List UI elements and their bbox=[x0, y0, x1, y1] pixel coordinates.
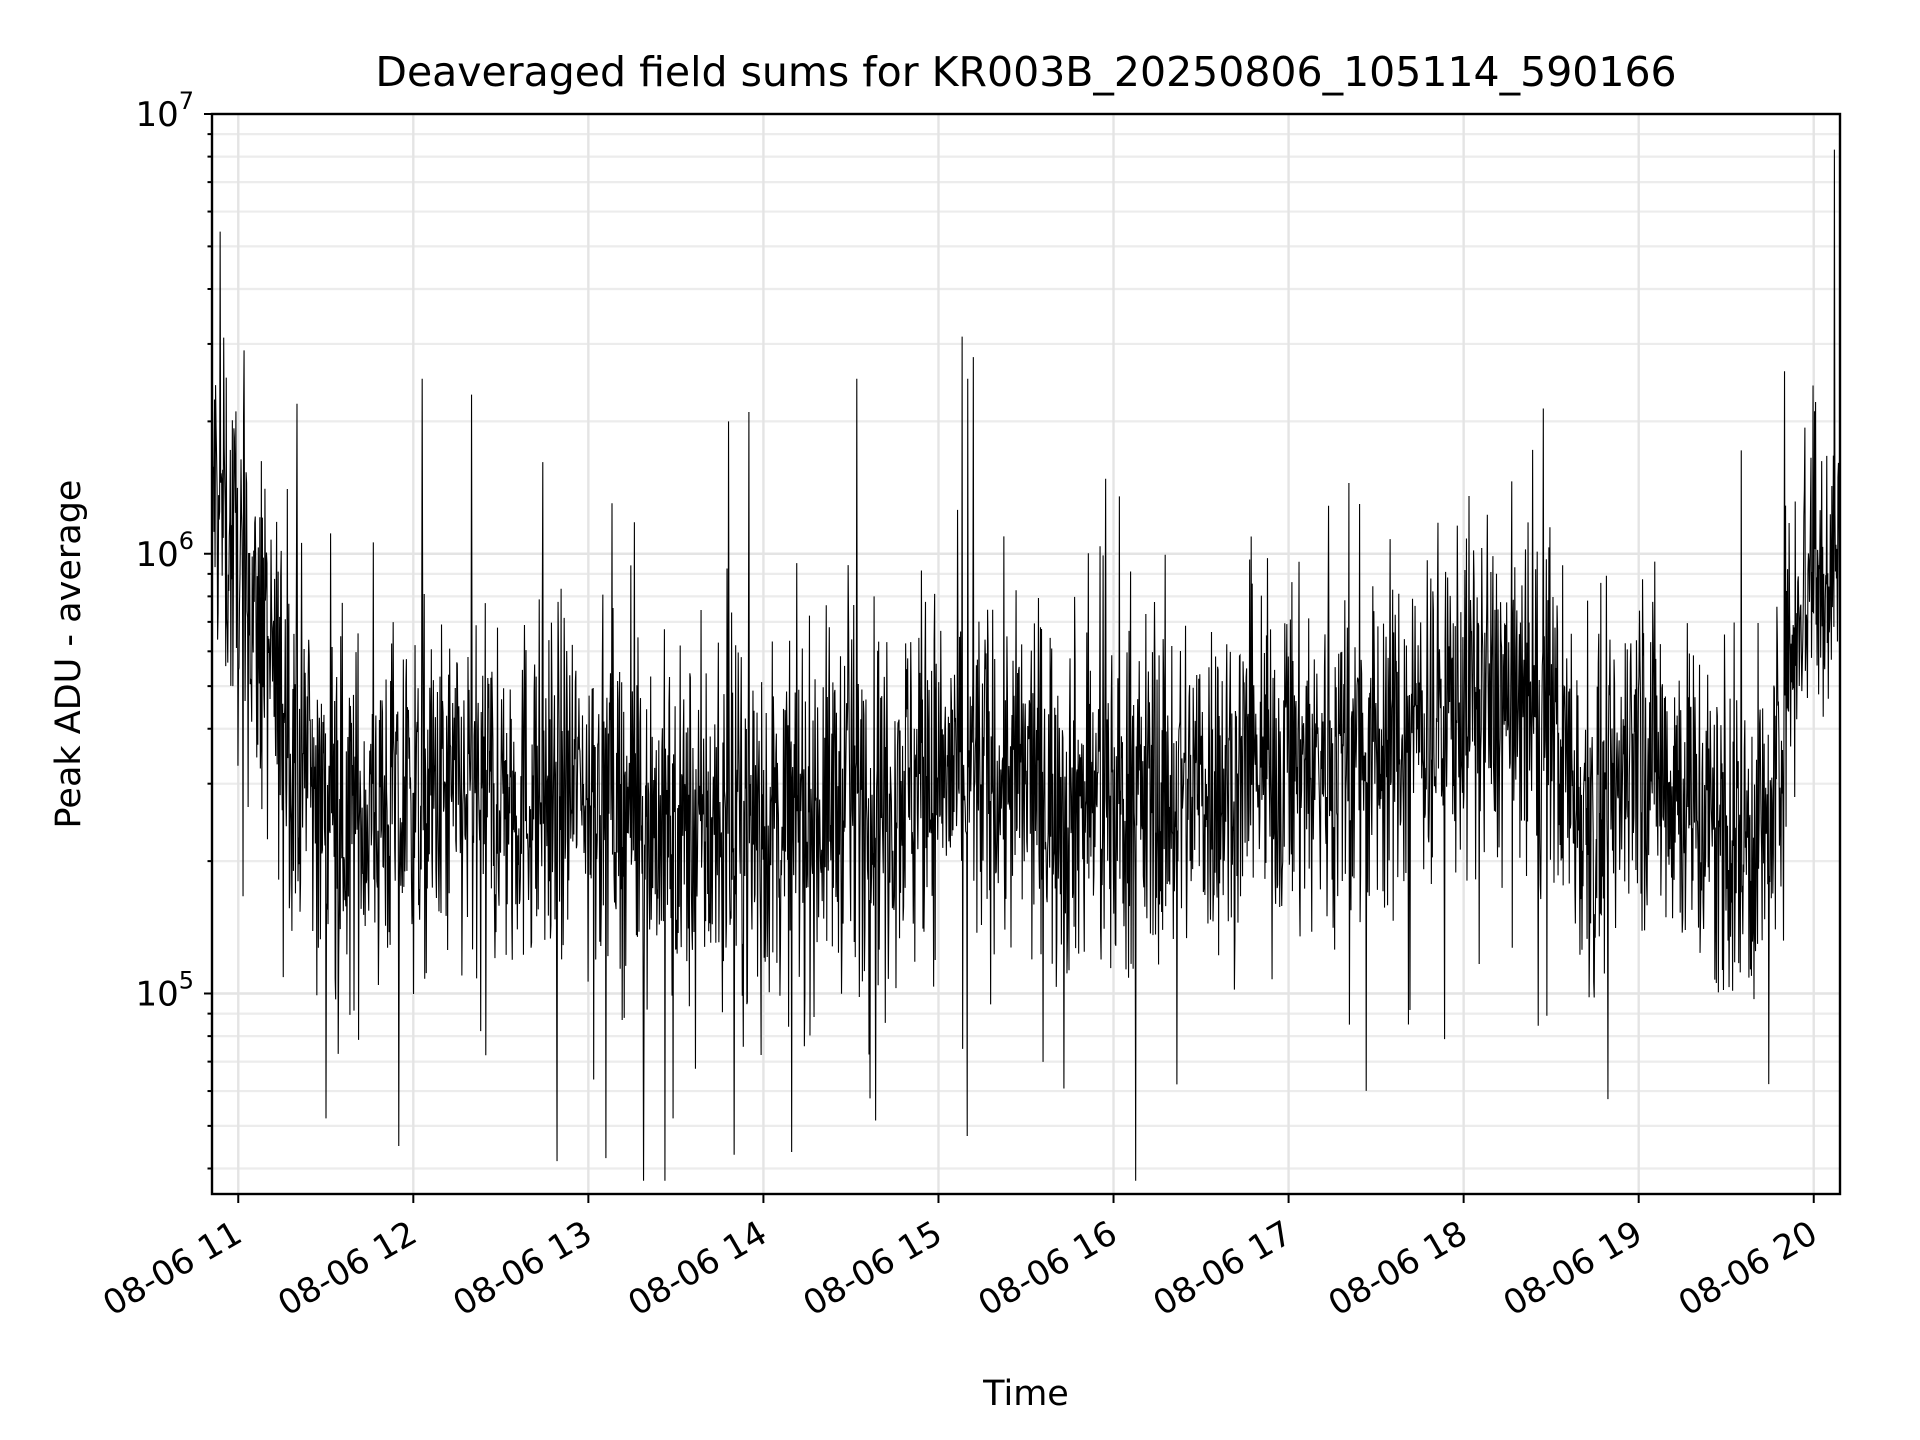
y-tick-label: 107 bbox=[135, 87, 194, 135]
x-tick-label: 08-06 11 bbox=[96, 1213, 248, 1324]
x-tick-label: 08-06 16 bbox=[972, 1213, 1124, 1324]
y-tick-label-base: 10 bbox=[135, 975, 178, 1015]
x-tick-label: 08-06 18 bbox=[1322, 1213, 1474, 1324]
y-tick-label-base: 10 bbox=[135, 535, 178, 575]
y-tick-label-exponent: 6 bbox=[179, 527, 194, 555]
x-tick-label: 08-06 13 bbox=[446, 1213, 598, 1324]
x-tick-label: 08-06 14 bbox=[622, 1213, 774, 1324]
series-line bbox=[211, 149, 1841, 1181]
x-tick-label: 08-06 17 bbox=[1147, 1213, 1299, 1324]
x-tick-label: 08-06 15 bbox=[797, 1213, 949, 1324]
y-tick-label: 106 bbox=[135, 527, 194, 575]
y-tick-label-base: 10 bbox=[135, 95, 178, 135]
x-tick-label: 08-06 19 bbox=[1497, 1213, 1649, 1324]
grid bbox=[212, 112, 1840, 1194]
y-axis-label: Peak ADU - average bbox=[49, 480, 89, 829]
x-tick-label: 08-06 20 bbox=[1672, 1213, 1824, 1324]
y-tick-label: 105 bbox=[135, 967, 194, 1015]
chart-title: Deaveraged field sums for KR003B_2025080… bbox=[375, 48, 1676, 96]
y-tick-label-exponent: 7 bbox=[179, 87, 194, 115]
y-tick-label-exponent: 5 bbox=[179, 967, 194, 995]
plot-frame bbox=[210, 112, 1842, 1196]
x-tick-label: 08-06 12 bbox=[271, 1213, 423, 1324]
x-axis-label: Time bbox=[982, 1374, 1069, 1414]
